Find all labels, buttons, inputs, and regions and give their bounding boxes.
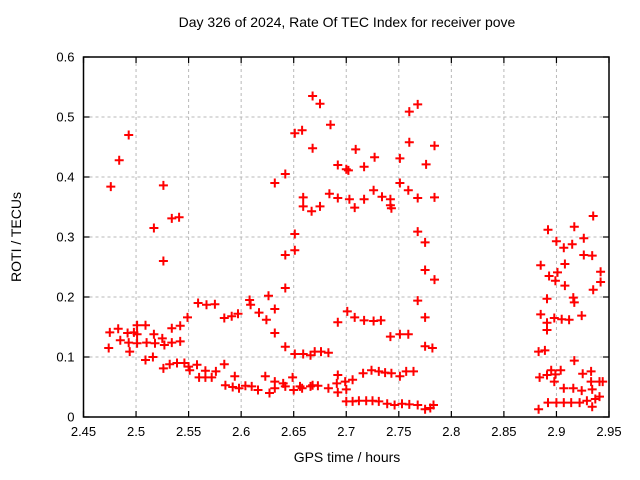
x-tick-label: 2.75 (386, 424, 411, 439)
x-tick-label: 2.6 (232, 424, 250, 439)
chart-title: Day 326 of 2024, Rate Of TEC Index for r… (178, 14, 516, 30)
x-tick-label: 2.9 (547, 424, 565, 439)
x-tick-label: 2.5 (127, 424, 145, 439)
y-tick-label: 0.2 (56, 290, 74, 305)
x-tick-label: 2.85 (491, 424, 516, 439)
x-tick-label: 2.55 (176, 424, 201, 439)
x-tick-label: 2.8 (442, 424, 460, 439)
x-tick-label: 2.65 (281, 424, 306, 439)
data-points (104, 91, 608, 414)
y-tick-label: 0.4 (56, 170, 74, 185)
x-tick-label: 2.7 (337, 424, 355, 439)
y-tick-label: 0.5 (56, 110, 74, 125)
x-tick-label: 2.45 (71, 424, 96, 439)
y-tick-label: 0 (67, 410, 74, 425)
y-tick-label: 0.1 (56, 350, 74, 365)
x-axis-label: GPS time / hours (293, 449, 401, 465)
y-tick-label: 0.6 (56, 50, 74, 65)
x-tick-label: 2.95 (596, 424, 621, 439)
y-tick-label: 0.3 (56, 230, 74, 245)
plot-border (82, 56, 610, 418)
